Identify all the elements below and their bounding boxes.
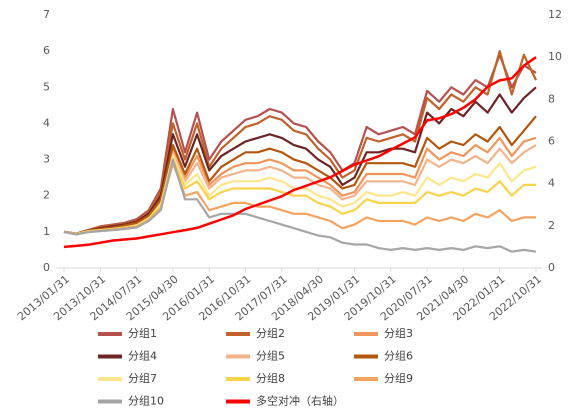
legend-label: 分组10	[128, 394, 164, 408]
series-line	[63, 115, 537, 235]
legend-label: 分组2	[256, 326, 285, 340]
legend-label: 分组6	[384, 349, 413, 363]
series-line	[63, 86, 537, 235]
y-tick-label: 0	[43, 261, 50, 274]
legend-label: 分组4	[128, 349, 157, 363]
legend-label: 多空对冲（右轴）	[256, 394, 344, 408]
y-tick-label: 3	[43, 153, 50, 166]
y2-tick-label: 12	[548, 8, 562, 21]
y-tick-label: 6	[43, 44, 50, 57]
y-tick-label: 7	[43, 8, 50, 21]
y2-tick-label: 0	[548, 261, 555, 274]
legend-label: 分组1	[128, 326, 157, 340]
series-line	[63, 158, 537, 253]
y-tick-label: 1	[43, 225, 50, 238]
legend-label: 分组5	[256, 349, 285, 363]
y2-tick-label: 10	[548, 50, 562, 63]
y2-tick-label: 6	[548, 135, 555, 148]
legend-label: 分组3	[384, 326, 413, 340]
legend-label: 分组7	[128, 371, 157, 385]
series-line	[63, 53, 537, 235]
y-tick-label: 5	[43, 80, 50, 93]
y2-tick-label: 8	[548, 92, 555, 105]
y-tick-label: 4	[43, 116, 50, 129]
y2-tick-label: 2	[548, 219, 555, 232]
y-tick-label: 2	[43, 189, 50, 202]
legend-label: 分组9	[384, 371, 413, 385]
y2-tick-label: 4	[548, 177, 555, 190]
series-line	[63, 56, 537, 249]
legend-label: 分组8	[256, 371, 285, 385]
